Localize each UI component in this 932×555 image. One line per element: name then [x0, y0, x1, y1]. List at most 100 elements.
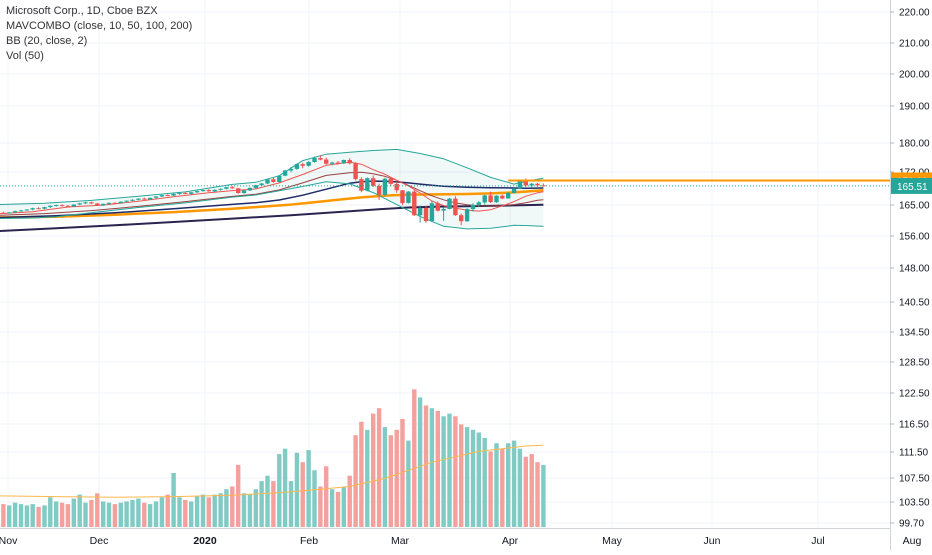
candle-body: [7, 212, 12, 214]
candle-body: [335, 162, 341, 164]
candle-body: [341, 160, 346, 164]
volume-bar: [470, 429, 476, 527]
volume-bar: [224, 489, 229, 527]
time-tick-label: Feb: [300, 535, 318, 547]
volume-bar: [329, 489, 335, 527]
ma100-line: [0, 180, 544, 219]
candle-body: [200, 190, 206, 192]
price-tick-label: 180.00: [899, 139, 930, 150]
last-price-label: 165.51: [897, 182, 928, 193]
candle-body: [153, 196, 159, 198]
candle-body: [1, 212, 6, 214]
candle-body: [488, 195, 493, 203]
volume-bar: [453, 416, 458, 527]
volume-bar: [177, 497, 182, 527]
candle-body: [165, 195, 170, 197]
volume-bar: [382, 427, 388, 527]
candle-body: [400, 190, 405, 203]
candle-body: [83, 202, 88, 204]
candle-body: [371, 178, 376, 186]
volume-bar: [241, 493, 247, 528]
candle-body: [24, 209, 30, 211]
candle-body: [412, 191, 417, 216]
volume-bar: [376, 408, 382, 527]
candle-body: [429, 203, 435, 221]
volume-bar: [312, 470, 317, 527]
candle-body: [517, 181, 523, 189]
volume-bar: [282, 448, 288, 527]
candle-body: [406, 191, 411, 203]
time-tick-label: 2020: [193, 535, 217, 547]
volume-bar: [300, 462, 305, 527]
candle-body: [282, 170, 288, 176]
candle-body: [48, 205, 53, 208]
candle-body: [447, 198, 452, 209]
volume-bar: [18, 504, 24, 528]
volume-bar: [341, 486, 346, 527]
volume-bar: [277, 454, 282, 527]
volume-bar: [95, 493, 100, 528]
candle-body: [435, 203, 440, 211]
volume-bar: [459, 424, 464, 527]
ma-orange-line: [0, 189, 544, 219]
candle-body: [529, 183, 534, 186]
volume-bar: [271, 481, 276, 527]
volume-bar: [189, 501, 194, 528]
volume-bar: [529, 454, 534, 527]
candle-body: [206, 190, 211, 192]
candle-body: [459, 215, 464, 222]
volume-bar: [417, 397, 423, 527]
volume-bar: [371, 413, 376, 527]
volume-bar: [183, 500, 188, 527]
candle-body: [288, 168, 294, 171]
volume-bar: [36, 506, 41, 528]
candle-body: [253, 185, 258, 188]
volume-bar: [236, 464, 241, 527]
volume-bar: [206, 497, 211, 527]
time-tick-label: Mar: [391, 535, 410, 547]
price-tick-label: 111.50: [899, 448, 929, 459]
candle-body: [177, 192, 182, 194]
candle-body: [324, 159, 329, 164]
volume-bar: [89, 500, 94, 527]
candle-body: [376, 185, 382, 195]
price-tick-label: 200.00: [899, 70, 930, 81]
volume-bar: [406, 440, 411, 527]
volume-bar: [429, 408, 435, 527]
candle-body: [382, 178, 388, 195]
candle-body: [294, 164, 300, 169]
volume-bar: [124, 501, 129, 528]
volume-bar: [535, 462, 540, 527]
time-tick-label: Aug: [903, 535, 922, 547]
volume-bar: [83, 502, 88, 527]
candle-body: [277, 175, 282, 182]
candle-body: [523, 181, 528, 186]
candle-body: [54, 205, 59, 207]
candle-body: [423, 208, 429, 221]
candle-body: [189, 192, 194, 194]
price-tick-label: 165.00: [899, 201, 930, 212]
price-tick-label: 128.50: [899, 358, 930, 369]
volume-bar: [212, 494, 217, 527]
volume-bar: [506, 443, 511, 527]
volume-bar: [136, 498, 141, 527]
volume-bar: [511, 440, 517, 527]
candle-body: [230, 187, 235, 189]
candle-body: [464, 209, 470, 222]
price-tick-label: 107.50: [899, 474, 930, 485]
volume-bar: [365, 429, 370, 527]
candle-body: [147, 197, 153, 200]
volume-bar: [24, 505, 30, 527]
volume-bar: [394, 429, 399, 527]
volume-bar: [412, 389, 417, 527]
candle-body: [394, 183, 399, 191]
price-tick-label: 148.00: [899, 264, 930, 275]
price-tick-label: 156.00: [899, 232, 930, 243]
legend-ma-indicator: MAVCOMBO (close, 10, 50, 100, 200): [6, 20, 193, 32]
candle-body: [241, 190, 247, 194]
volume-bar: [259, 481, 264, 527]
candle-body: [476, 202, 481, 205]
volume-bar: [200, 494, 206, 527]
